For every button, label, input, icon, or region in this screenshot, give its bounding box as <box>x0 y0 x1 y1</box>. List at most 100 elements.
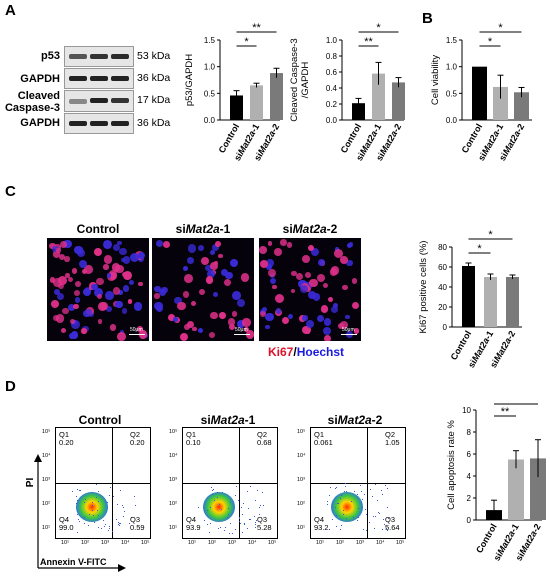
event-point <box>345 486 346 487</box>
significance-label: ** <box>252 22 261 34</box>
event-point <box>207 510 208 511</box>
bar <box>508 460 524 521</box>
event-point <box>341 495 342 496</box>
event-point <box>387 488 388 489</box>
micrograph-control: 50μm <box>47 238 149 341</box>
nucleus <box>72 268 77 273</box>
event-point <box>229 533 230 534</box>
y-tick-label: 1.0 <box>446 63 458 72</box>
y-tick-label: 4 <box>467 472 472 481</box>
y-axis-label: Cell viability <box>430 55 441 105</box>
y-tick-label: 0.0 <box>446 116 458 125</box>
nucleus <box>104 255 113 264</box>
event-point <box>254 516 255 517</box>
scale-bar-label: 50μm <box>235 327 248 333</box>
blot-label-p53: p53 <box>2 50 60 62</box>
event-point <box>209 532 210 533</box>
x-log-tick: 10³ <box>101 540 109 546</box>
event-point <box>361 491 362 492</box>
y-log-tick: 10⁵ <box>297 429 305 435</box>
nucleus <box>317 274 325 282</box>
quadrant-value: 1.05 <box>385 439 400 447</box>
y-log-tick: 10² <box>169 501 177 507</box>
event-point <box>247 491 248 492</box>
nucleus <box>224 279 231 286</box>
nucleus <box>287 242 292 247</box>
event-point <box>250 486 251 487</box>
nucleus <box>331 306 338 313</box>
event-point <box>358 517 359 518</box>
event-point <box>235 529 236 530</box>
quadrant-q2: Q2 1.05 <box>385 431 400 447</box>
flow-x-label: Annexin V-FITC <box>40 557 107 567</box>
nucleus <box>184 274 193 283</box>
event-point <box>332 519 333 520</box>
event-point <box>210 507 211 508</box>
quadrant-q3: Q3 5.64 <box>385 516 400 532</box>
event-point <box>382 494 383 495</box>
event-point <box>242 532 243 533</box>
x-log-tick: 10² <box>208 540 216 546</box>
nucleus <box>241 273 250 282</box>
significance-label: ** <box>501 406 510 418</box>
event-point <box>327 504 328 505</box>
y-tick-label: 0 <box>443 323 448 332</box>
nucleus <box>74 246 83 255</box>
quadrant-value: 0.68 <box>257 439 272 447</box>
nucleus <box>163 241 170 248</box>
nucleus <box>330 268 337 275</box>
nucleus <box>53 278 62 287</box>
bar <box>250 85 263 120</box>
y-tick-label: 0.0 <box>326 116 338 125</box>
blot-row-cleaved-caspase <box>64 90 134 112</box>
event-point <box>369 522 370 523</box>
nucleus <box>349 242 354 247</box>
event-point <box>241 507 242 508</box>
event-point <box>224 530 225 531</box>
significance-label: * <box>488 229 493 241</box>
event-point <box>370 489 371 490</box>
event-point <box>242 514 243 515</box>
nucleus <box>138 282 142 286</box>
y-log-tick: 10¹ <box>42 525 50 531</box>
nucleus <box>308 245 314 251</box>
nucleus <box>317 315 324 322</box>
quadrant-q2: Q2 0.68 <box>257 431 272 447</box>
quadrant-value: 5.28 <box>257 524 272 532</box>
event-point <box>340 529 341 530</box>
bar <box>506 277 519 327</box>
event-point <box>230 502 231 503</box>
event-point <box>366 530 367 531</box>
scale-bar <box>129 334 145 335</box>
quadrant-divider-horizontal <box>183 483 277 484</box>
nucleus <box>345 315 349 319</box>
y-log-tick: 10² <box>42 501 50 507</box>
nucleus <box>51 300 59 308</box>
blot-label-cleaved-caspase: Cleaved Caspase-3 <box>2 90 60 114</box>
nucleus <box>122 308 128 314</box>
event-point <box>255 500 256 501</box>
event-point <box>260 505 261 506</box>
nucleus <box>183 266 188 271</box>
scale-bar <box>341 334 357 335</box>
nucleus <box>119 248 127 256</box>
event-point <box>220 527 221 528</box>
legend-ki67: Ki67 <box>268 345 293 359</box>
scale-bar <box>234 334 250 335</box>
bar <box>270 73 283 120</box>
event-point <box>235 495 236 496</box>
nucleus <box>183 291 189 297</box>
nucleus <box>352 302 359 309</box>
nucleus <box>100 302 108 310</box>
quadrant-q4: Q4 93.2 <box>314 516 329 532</box>
y-log-tick: 10³ <box>42 477 50 483</box>
event-point <box>365 509 366 510</box>
quadrant-value: 5.64 <box>385 524 400 532</box>
nucleus <box>232 311 237 316</box>
nucleus <box>70 319 75 324</box>
nucleus <box>275 294 284 303</box>
y-tick-label: 0.0 <box>204 116 216 125</box>
nucleus <box>91 284 97 290</box>
nucleus <box>191 301 196 306</box>
y-tick-label: 0.8 <box>326 52 338 61</box>
